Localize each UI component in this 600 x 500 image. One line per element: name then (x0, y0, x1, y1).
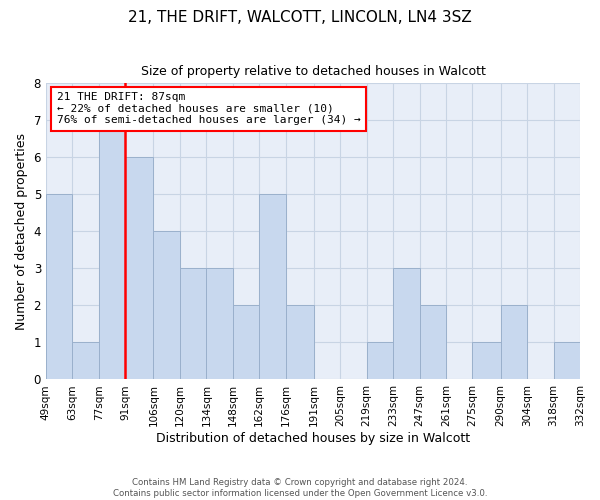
Bar (286, 306, 314, 380)
Bar (472, 342, 501, 380)
Bar (180, 268, 206, 380)
Text: 21 THE DRIFT: 87sqm
← 22% of detached houses are smaller (10)
76% of semi-detach: 21 THE DRIFT: 87sqm ← 22% of detached ho… (56, 92, 361, 126)
Bar (501, 306, 527, 380)
Bar (73, 342, 99, 380)
Bar (206, 268, 233, 380)
Y-axis label: Number of detached properties: Number of detached properties (15, 133, 28, 330)
Bar (367, 342, 393, 380)
Bar (393, 268, 419, 380)
Bar (259, 194, 286, 380)
Bar (154, 232, 180, 380)
Bar (554, 342, 580, 380)
Bar (233, 306, 259, 380)
Bar (419, 306, 446, 380)
X-axis label: Distribution of detached houses by size in Walcott: Distribution of detached houses by size … (156, 432, 470, 445)
Bar (125, 158, 154, 380)
Bar (99, 120, 125, 380)
Title: Size of property relative to detached houses in Walcott: Size of property relative to detached ho… (140, 65, 485, 78)
Text: 21, THE DRIFT, WALCOTT, LINCOLN, LN4 3SZ: 21, THE DRIFT, WALCOTT, LINCOLN, LN4 3SZ (128, 10, 472, 25)
Text: Contains HM Land Registry data © Crown copyright and database right 2024.
Contai: Contains HM Land Registry data © Crown c… (113, 478, 487, 498)
Bar (46, 194, 73, 380)
